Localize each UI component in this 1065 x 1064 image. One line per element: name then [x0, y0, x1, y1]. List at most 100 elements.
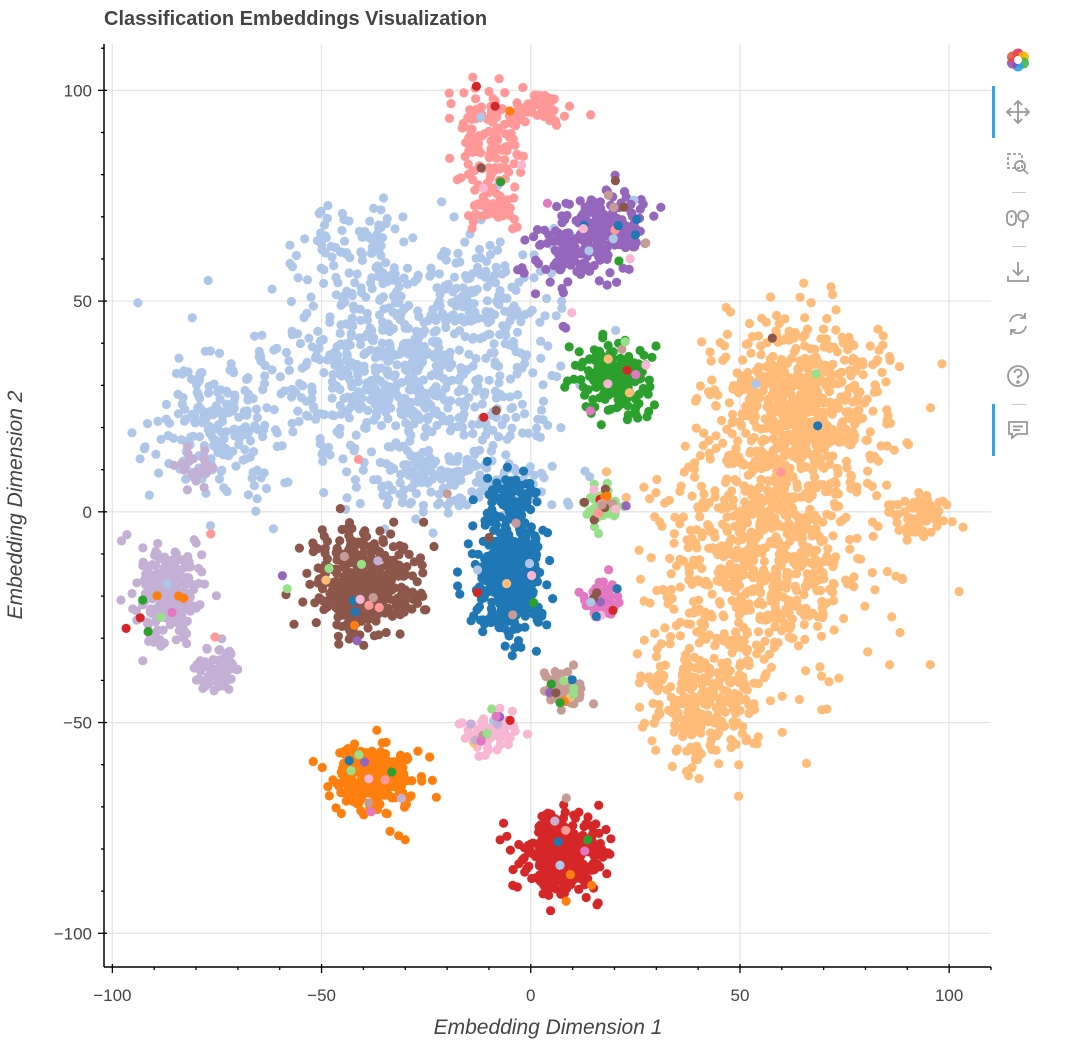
data-point[interactable]: [418, 459, 428, 469]
data-point[interactable]: [615, 373, 625, 383]
data-point[interactable]: [753, 627, 764, 637]
data-point[interactable]: [635, 345, 645, 356]
data-point[interactable]: [361, 609, 371, 619]
data-point[interactable]: [466, 310, 476, 320]
data-point[interactable]: [272, 441, 282, 452]
data-point[interactable]: [690, 472, 700, 482]
data-point[interactable]: [771, 326, 781, 336]
data-point[interactable]: [240, 422, 250, 432]
data-point[interactable]: [766, 292, 776, 302]
data-point[interactable]: [770, 622, 780, 632]
data-point[interactable]: [727, 596, 737, 606]
data-point[interactable]: [798, 607, 809, 617]
data-point[interactable]: [555, 265, 565, 275]
data-point[interactable]: [313, 563, 323, 573]
data-point[interactable]: [269, 345, 279, 355]
data-point[interactable]: [268, 524, 278, 534]
data-point[interactable]: [410, 478, 420, 488]
data-point[interactable]: [308, 301, 318, 311]
data-point[interactable]: [386, 529, 396, 539]
data-point[interactable]: [440, 284, 450, 294]
data-point[interactable]: [209, 686, 219, 696]
data-point[interactable]: [932, 521, 942, 531]
data-point[interactable]: [903, 514, 913, 524]
data-point[interactable]: [853, 553, 863, 564]
data-point[interactable]: [224, 664, 234, 674]
data-point[interactable]: [446, 396, 456, 406]
data-point[interactable]: [698, 440, 708, 451]
data-point[interactable]: [485, 580, 495, 590]
data-point[interactable]: [372, 585, 382, 595]
data-point[interactable]: [788, 633, 798, 643]
data-point[interactable]: [500, 88, 510, 98]
data-point[interactable]: [852, 487, 862, 497]
data-point[interactable]: [337, 524, 347, 535]
data-point[interactable]: [776, 613, 786, 623]
data-point[interactable]: [594, 276, 604, 286]
data-point[interactable]: [472, 605, 482, 615]
data-point[interactable]: [926, 527, 936, 537]
data-point[interactable]: [214, 474, 225, 484]
data-point[interactable]: [699, 502, 709, 513]
data-point[interactable]: [181, 562, 191, 573]
data-point[interactable]: [704, 630, 715, 640]
data-point[interactable]: [401, 418, 411, 428]
data-point[interactable]: [848, 397, 858, 407]
data-point[interactable]: [634, 545, 644, 555]
data-point[interactable]: [785, 536, 795, 546]
data-point[interactable]: [189, 603, 200, 613]
data-point[interactable]: [140, 442, 150, 452]
data-point[interactable]: [397, 377, 407, 388]
data-point[interactable]: [833, 489, 843, 499]
data-point[interactable]: [857, 413, 868, 423]
data-point[interactable]: [725, 678, 736, 688]
data-point[interactable]: [489, 270, 500, 280]
data-point[interactable]: [651, 488, 661, 498]
data-point[interactable]: [832, 347, 843, 357]
data-point[interactable]: [481, 256, 492, 266]
data-point[interactable]: [509, 214, 519, 224]
data-point[interactable]: [333, 631, 343, 641]
data-point[interactable]: [749, 409, 759, 419]
data-point[interactable]: [727, 486, 737, 496]
data-point[interactable]: [154, 468, 164, 478]
data-point[interactable]: [331, 381, 342, 391]
data-point[interactable]: [467, 334, 478, 344]
data-point[interactable]: [429, 327, 439, 337]
data-point[interactable]: [833, 426, 843, 436]
data-point[interactable]: [541, 264, 551, 274]
data-point[interactable]: [177, 369, 188, 379]
data-point[interactable]: [731, 602, 741, 613]
data-point[interactable]: [867, 481, 877, 491]
data-point[interactable]: [902, 535, 912, 545]
data-point[interactable]: [363, 315, 373, 325]
data-point[interactable]: [293, 406, 303, 416]
data-point[interactable]: [471, 375, 481, 385]
data-point[interactable]: [762, 495, 772, 505]
data-point[interactable]: [722, 502, 732, 513]
data-point[interactable]: [365, 216, 375, 226]
data-point[interactable]: [257, 330, 267, 340]
data-point[interactable]: [165, 620, 175, 630]
data-point[interactable]: [334, 429, 345, 439]
data-point[interactable]: [294, 416, 304, 427]
data-point[interactable]: [509, 159, 519, 169]
data-point[interactable]: [745, 446, 756, 456]
data-point[interactable]: [378, 279, 388, 289]
data-point[interactable]: [849, 408, 859, 418]
data-point[interactable]: [676, 678, 687, 689]
data-point[interactable]: [138, 543, 148, 553]
data-point[interactable]: [836, 377, 847, 387]
data-point[interactable]: [667, 593, 677, 604]
data-point[interactable]: [500, 641, 510, 651]
series-3[interactable]: [560, 329, 661, 430]
data-point[interactable]: [275, 372, 285, 382]
data-point[interactable]: [795, 292, 805, 302]
data-point[interactable]: [665, 639, 675, 649]
data-point[interactable]: [518, 466, 529, 476]
data-point[interactable]: [219, 483, 229, 493]
data-point[interactable]: [624, 264, 634, 274]
data-point[interactable]: [390, 224, 400, 234]
data-point[interactable]: [314, 343, 324, 353]
